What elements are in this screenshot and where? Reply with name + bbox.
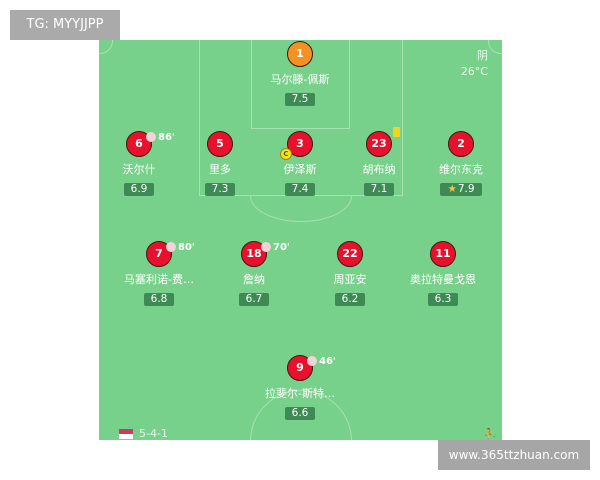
player-number: 9 xyxy=(296,361,304,374)
corner-arc xyxy=(99,40,113,54)
player-name: 拉斐尔-斯特… xyxy=(265,387,335,400)
player-rating: 6.9 xyxy=(123,183,155,196)
captain-badge-icon: C xyxy=(280,148,292,160)
player-rating: 6.2 xyxy=(334,293,366,306)
star-icon: ★ xyxy=(447,183,457,195)
player-number: 1 xyxy=(287,41,313,67)
weather: 阴 26°C xyxy=(461,48,488,80)
player-rating: ★7.9 xyxy=(440,183,482,196)
player-rating: 6.3 xyxy=(427,293,459,306)
player[interactable]: 18 70' 詹纳 6.7 xyxy=(204,241,304,306)
sub-out-icon xyxy=(146,132,156,142)
player[interactable]: 7 80' 马塞利诺-费… 6.8 xyxy=(109,241,209,306)
formation: 5-4-1 xyxy=(119,427,168,440)
player[interactable]: 2 维尔东克 ★7.9 xyxy=(411,131,502,196)
player-name: 马尔滕-佩斯 xyxy=(270,73,330,86)
player-rating: 6.8 xyxy=(143,293,175,306)
player-rating: 7.4 xyxy=(284,183,316,196)
player[interactable]: 5 里多 7.3 xyxy=(170,131,270,196)
player-rating: 7.1 xyxy=(363,183,395,196)
player-number: 23 xyxy=(371,137,387,150)
player-rating: 6.6 xyxy=(284,407,316,420)
player-circle: 9 46' xyxy=(287,355,336,381)
watermark-site: www.365ttzhuan.com xyxy=(438,440,590,470)
sub-time: 46' xyxy=(319,356,336,367)
player-number: 7 xyxy=(155,247,163,260)
player-number: 3 xyxy=(296,137,304,150)
team-flag-icon xyxy=(119,429,133,439)
player-number: 5 xyxy=(207,131,233,157)
player-rating: 6.7 xyxy=(238,293,270,306)
sub-out-icon xyxy=(261,242,271,252)
watermark-tg: TG: MYYJJPP xyxy=(10,10,120,40)
player-number: 22 xyxy=(337,241,363,267)
player-name: 周亚安 xyxy=(333,273,367,286)
player-name: 詹纳 xyxy=(243,273,265,286)
player-rating: 7.5 xyxy=(284,93,316,106)
player-rating: 7.3 xyxy=(204,183,236,196)
app-logo-icon: ⛹ xyxy=(483,429,496,440)
player-name: 马塞利诺-费… xyxy=(124,273,194,286)
player-number: 18 xyxy=(246,247,262,260)
yellow-card-icon xyxy=(393,127,400,137)
player-name: 伊泽斯 xyxy=(283,163,317,176)
player-name: 胡布纳 xyxy=(362,163,396,176)
sub-out-icon xyxy=(307,356,317,366)
player[interactable]: 9 46' 拉斐尔-斯特… 6.6 xyxy=(250,355,350,420)
player[interactable]: 11 奥拉特曼戈恩 6.3 xyxy=(393,241,493,306)
goal-box xyxy=(251,40,350,129)
rating-value: 7.9 xyxy=(457,183,475,195)
player[interactable]: 1 马尔滕-佩斯 7.5 xyxy=(250,41,350,106)
player[interactable]: 23 胡布纳 7.1 xyxy=(329,127,429,196)
corner-arc xyxy=(488,40,502,54)
player-name: 沃尔什 xyxy=(122,163,156,176)
sub-time: 70' xyxy=(273,242,290,253)
player[interactable]: 6 86' 沃尔什 6.9 xyxy=(99,131,189,196)
player-circle: 23 xyxy=(366,127,400,157)
substitution: 86' xyxy=(146,126,175,150)
player-circle: 6 86' xyxy=(126,131,175,157)
pitch: 阴 26°C 1 马尔滕-佩斯 7.5 6 86' 沃尔什 6.9 5 里多 7.… xyxy=(99,40,502,440)
player-name: 里多 xyxy=(209,163,231,176)
player-name: 奥拉特曼戈恩 xyxy=(410,273,476,286)
weather-condition: 阴 xyxy=(477,49,488,62)
substitution: 80' xyxy=(166,236,195,260)
substitution: 46' xyxy=(307,350,336,374)
substitution: 70' xyxy=(261,236,290,260)
weather-temperature: 26°C xyxy=(460,65,488,78)
player-circle: 7 80' xyxy=(146,241,195,267)
formation-label: 5-4-1 xyxy=(139,427,168,440)
sub-time: 86' xyxy=(158,132,175,143)
player-number: 6 xyxy=(135,137,143,150)
player-number: 2 xyxy=(448,131,474,157)
player-circle: 18 70' xyxy=(241,241,290,267)
player-name: 维尔东克 xyxy=(439,163,483,176)
sub-time: 80' xyxy=(178,242,195,253)
sub-out-icon xyxy=(166,242,176,252)
player[interactable]: 22 周亚安 6.2 xyxy=(300,241,400,306)
player-number: 11 xyxy=(430,241,456,267)
